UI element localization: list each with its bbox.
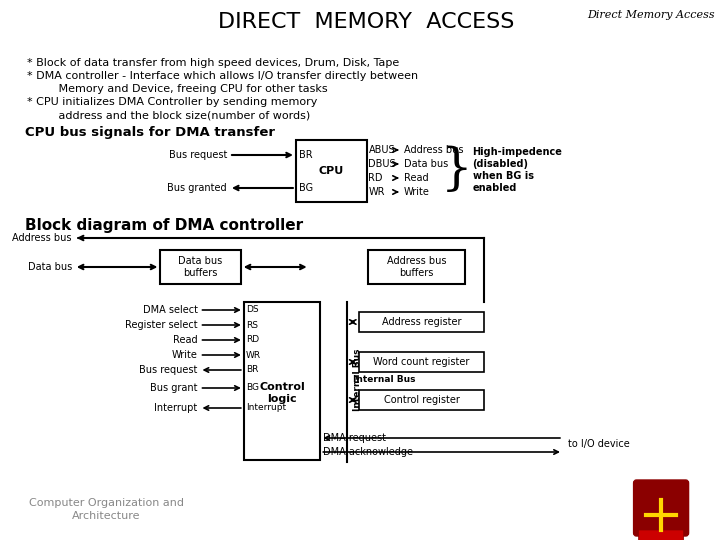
Text: Internal Bus: Internal Bus (353, 349, 361, 411)
Text: Bus request: Bus request (168, 150, 227, 160)
Text: Control
logic: Control logic (259, 382, 305, 404)
Text: BG: BG (246, 383, 258, 393)
Text: RD: RD (369, 173, 383, 183)
Text: enabled: enabled (472, 183, 517, 193)
Text: address and the block size(number of words): address and the block size(number of wor… (27, 110, 310, 120)
Text: }: } (441, 145, 473, 195)
Text: CPU bus signals for DMA transfer: CPU bus signals for DMA transfer (24, 126, 275, 139)
Text: (disabled): (disabled) (472, 159, 528, 169)
Text: Address register: Address register (382, 317, 462, 327)
Text: Memory and Device, freeing CPU for other tasks: Memory and Device, freeing CPU for other… (27, 84, 328, 94)
Text: Word count register: Word count register (373, 357, 469, 367)
Text: * Block of data transfer from high speed devices, Drum, Disk, Tape: * Block of data transfer from high speed… (27, 58, 399, 68)
Text: Interrupt: Interrupt (246, 403, 286, 413)
Text: BG: BG (299, 183, 313, 193)
Text: Internal Bus: Internal Bus (353, 375, 415, 384)
Bar (161, 250, 240, 284)
Text: Data bus: Data bus (404, 159, 448, 169)
Text: WR: WR (369, 187, 385, 197)
Text: Control register: Control register (384, 395, 459, 405)
Text: Bus grant: Bus grant (150, 383, 197, 393)
Text: ABUS: ABUS (369, 145, 395, 155)
Text: to I/O device: to I/O device (568, 439, 629, 449)
Text: DS: DS (246, 306, 258, 314)
Text: * DMA controller - Interface which allows I/O transfer directly between: * DMA controller - Interface which allow… (27, 71, 418, 81)
FancyBboxPatch shape (634, 480, 688, 536)
Text: Direct Memory Access: Direct Memory Access (588, 10, 715, 20)
Text: DBUS: DBUS (369, 159, 396, 169)
Text: Address bus: Address bus (12, 233, 72, 243)
Text: DIRECT  MEMORY  ACCESS: DIRECT MEMORY ACCESS (218, 12, 515, 32)
Text: RD: RD (246, 335, 259, 345)
Text: WR: WR (246, 350, 261, 360)
Text: when BG is: when BG is (472, 171, 534, 181)
Text: Data bus
buffers: Data bus buffers (179, 256, 222, 278)
Text: Block diagram of DMA controller: Block diagram of DMA controller (24, 218, 303, 233)
Text: Read: Read (173, 335, 197, 345)
Text: Architecture: Architecture (72, 511, 140, 521)
Text: Write: Write (404, 187, 430, 197)
Text: Address bus
buffers: Address bus buffers (387, 256, 446, 278)
Text: Address bus: Address bus (404, 145, 463, 155)
Text: BR: BR (299, 150, 312, 160)
Text: DMA select: DMA select (143, 305, 197, 315)
Text: DMA acknowledge: DMA acknowledge (323, 447, 413, 457)
Bar (244, 302, 320, 460)
Text: RS: RS (246, 321, 258, 329)
Text: Bus request: Bus request (139, 365, 197, 375)
Text: Bus granted: Bus granted (168, 183, 227, 193)
Text: Write: Write (172, 350, 197, 360)
Text: High-impedence: High-impedence (472, 147, 562, 157)
Bar (296, 140, 366, 202)
FancyBboxPatch shape (639, 530, 684, 540)
Text: Data bus: Data bus (27, 262, 72, 272)
Bar (359, 390, 485, 410)
Text: Computer Organization and: Computer Organization and (29, 498, 184, 508)
Bar (359, 312, 485, 332)
Bar (359, 352, 485, 372)
Text: BR: BR (246, 366, 258, 375)
Text: Register select: Register select (125, 320, 197, 330)
Text: * CPU initializes DMA Controller by sending memory: * CPU initializes DMA Controller by send… (27, 97, 317, 107)
Text: Interrupt: Interrupt (154, 403, 197, 413)
Text: DMA request: DMA request (323, 433, 387, 443)
Text: CPU: CPU (318, 166, 343, 176)
Bar (369, 250, 464, 284)
Text: Read: Read (404, 173, 428, 183)
